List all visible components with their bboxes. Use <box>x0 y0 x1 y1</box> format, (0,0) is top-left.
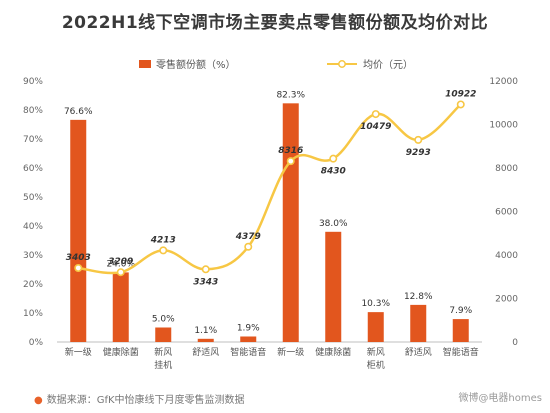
bar <box>197 338 214 342</box>
source-note: ● 数据来源：GfK中怡康线下月度零售监测数据 <box>34 391 245 406</box>
y-left-tick-label: 90% <box>23 77 43 87</box>
y-right-tick-label: 4000 <box>495 251 518 261</box>
bar-data-label: 1.1% <box>194 326 217 336</box>
price-point <box>201 265 210 274</box>
bar-data-label: 38.0% <box>319 219 348 229</box>
y-left-tick-label: 10% <box>23 309 43 319</box>
bar-data-label: 76.6% <box>64 107 93 117</box>
bar-data-label: 1.9% <box>237 323 260 333</box>
y-right-tick-label: 2000 <box>495 295 518 305</box>
price-point <box>244 242 253 251</box>
source-bullet: ● <box>34 395 43 406</box>
bar-data-label: 82.3% <box>276 90 305 100</box>
price-point <box>329 154 338 163</box>
x-tick-label: 新一级 <box>277 346 304 358</box>
price-point <box>286 157 295 166</box>
x-tick-label: 新风 <box>154 346 172 358</box>
bar-data-label: 7.9% <box>449 306 472 316</box>
source-text: 数据来源：GfK中怡康线下月度零售监测数据 <box>46 395 245 406</box>
x-tick-label: 健康除菌 <box>103 346 139 358</box>
bar <box>410 304 427 342</box>
y-left-tick-label: 80% <box>23 106 43 116</box>
price-data-label: 3343 <box>193 277 218 287</box>
y-right-tick-label: 0 <box>512 338 518 348</box>
price-data-label: 3209 <box>108 257 133 267</box>
chart-title: 2022H1线下空调市场主要卖点零售额份额及均价对比 <box>61 13 489 33</box>
price-point <box>456 100 465 109</box>
y-left-tick-label: 50% <box>23 193 43 203</box>
price-point <box>371 110 380 119</box>
bar <box>367 312 384 342</box>
y-left-tick-label: 40% <box>23 222 43 232</box>
price-data-label: 8316 <box>278 146 303 156</box>
y-right-tick-label: 12000 <box>489 77 518 87</box>
bar <box>325 231 342 342</box>
x-tick-label: 新风 <box>367 346 385 358</box>
bar <box>452 319 469 342</box>
y-right-tick-label: 6000 <box>495 208 518 218</box>
legend-label-share: 零售额份额（%） <box>156 58 236 71</box>
x-tick-label: 智能语音 <box>230 346 266 358</box>
bar <box>112 272 129 342</box>
price-series-line <box>78 103 462 275</box>
x-tick-label: 健康除菌 <box>315 346 351 358</box>
bar <box>70 119 87 342</box>
x-tick-label: 舒适风 <box>405 346 432 358</box>
price-point <box>74 263 83 272</box>
x-tick-label: 智能语音 <box>443 346 479 358</box>
price-data-label: 10479 <box>360 122 391 132</box>
x-tick-label: 舒适风 <box>192 346 219 358</box>
x-tick-label: 新一级 <box>65 346 92 358</box>
legend-label-price: 均价（元） <box>363 59 413 71</box>
price-data-label: 10922 <box>445 89 476 99</box>
price-data-label: 9293 <box>406 148 431 158</box>
legend-marker-price <box>338 60 346 68</box>
bar-data-label: 5.0% <box>152 315 175 325</box>
y-right-tick-label: 8000 <box>495 164 518 174</box>
bar-data-label: 12.8% <box>404 292 433 302</box>
legend-swatch-share <box>139 60 151 68</box>
price-point <box>116 268 125 277</box>
price-data-label: 4379 <box>235 232 261 242</box>
y-left-tick-label: 20% <box>23 280 43 290</box>
price-point <box>414 135 423 144</box>
watermark: 微博@电器homes <box>458 393 542 404</box>
bar-data-label: 24.0% <box>106 259 135 269</box>
price-data-label: 4213 <box>150 235 176 245</box>
x-tick-label: 柜机 <box>367 359 385 371</box>
y-left-tick-label: 0% <box>29 338 44 348</box>
price-point <box>159 246 168 255</box>
y-right-tick-label: 10000 <box>489 121 518 131</box>
bar <box>282 103 299 342</box>
y-left-tick-label: 70% <box>23 135 43 145</box>
bar-data-label: 10.3% <box>361 299 390 309</box>
y-left-tick-label: 60% <box>23 164 43 174</box>
price-data-label: 8430 <box>321 167 346 177</box>
x-tick-label: 挂机 <box>154 359 172 371</box>
bar <box>155 327 172 342</box>
bar <box>240 336 257 342</box>
price-data-label: 3403 <box>66 253 91 263</box>
y-left-tick-label: 30% <box>23 251 43 261</box>
